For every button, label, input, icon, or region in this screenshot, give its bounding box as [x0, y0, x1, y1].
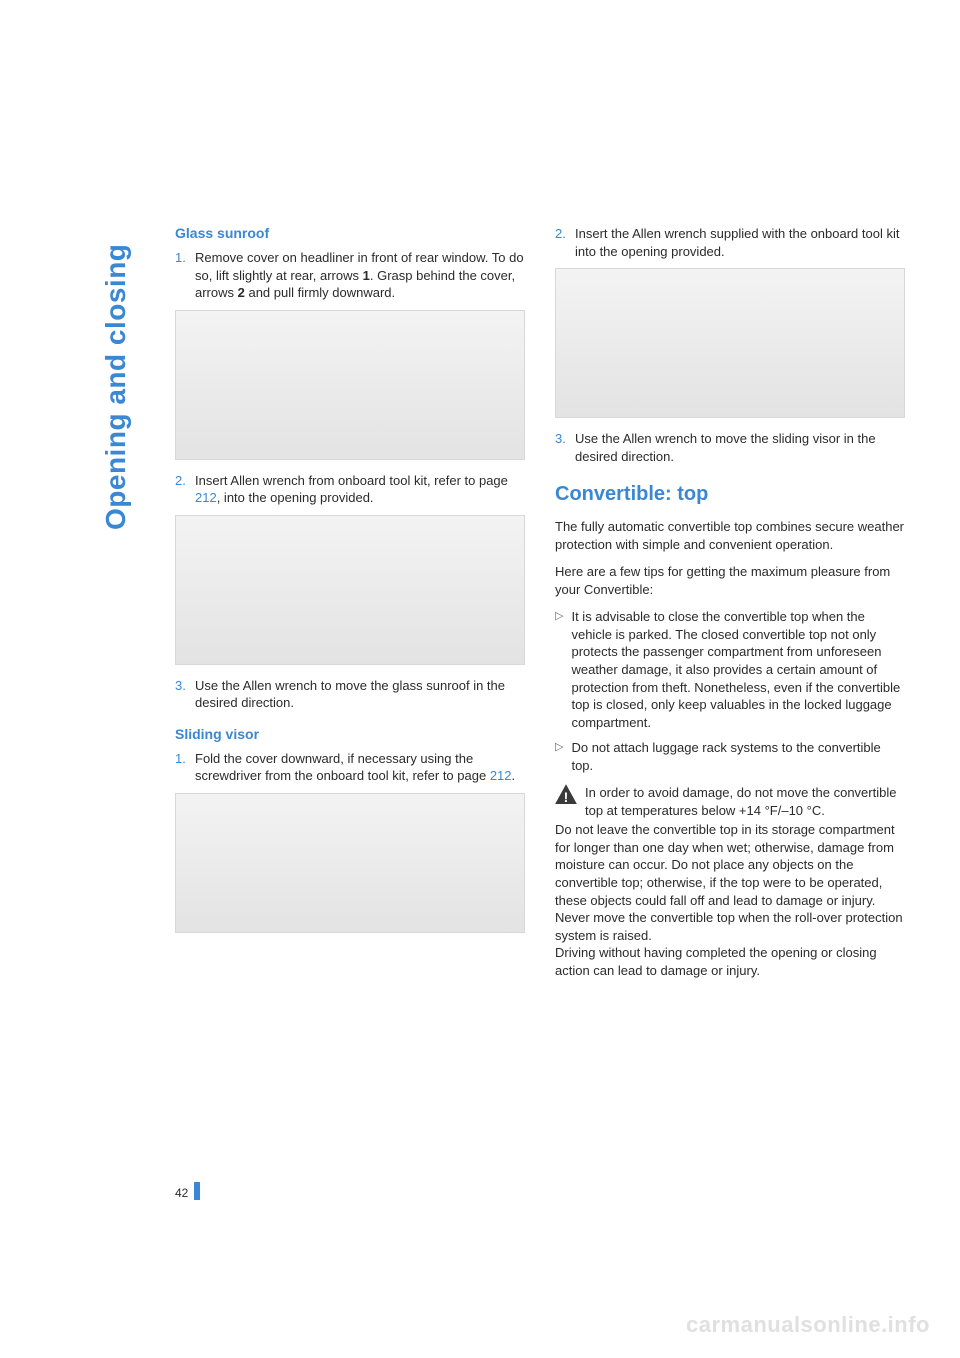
page-link[interactable]: 212: [490, 768, 512, 783]
manual-page: Opening and closing Glass sunroof 1. Rem…: [0, 0, 960, 1358]
tips-list: ▷ It is advisable to close the convertib…: [555, 608, 905, 774]
warning-icon: [555, 784, 577, 804]
text-fragment: .: [512, 768, 516, 783]
list-item: 2. Insert the Allen wrench supplied with…: [555, 225, 905, 260]
triangle-bullet-icon: ▷: [555, 608, 563, 731]
watermark: carmanualsonline.info: [686, 1312, 930, 1338]
list-item: ▷ It is advisable to close the convertib…: [555, 608, 905, 731]
page-number: 42: [175, 1186, 188, 1200]
list-item: ▷ Do not attach luggage rack systems to …: [555, 739, 905, 774]
step-text: Insert Allen wrench from onboard tool ki…: [195, 472, 525, 507]
list-item: 2. Insert Allen wrench from onboard tool…: [175, 472, 525, 507]
sliding-visor-steps-end: 3. Use the Allen wrench to move the slid…: [555, 430, 905, 465]
section-title-vertical: Opening and closing: [100, 244, 132, 530]
figure-overhead-console: [175, 793, 525, 933]
paragraph: Here are a few tips for getting the maxi…: [555, 563, 905, 598]
step-text: Use the Allen wrench to move the sliding…: [575, 430, 905, 465]
page-link[interactable]: 212: [195, 490, 217, 505]
figure-headliner-cover: [175, 310, 525, 460]
text-fragment: Fold the cover downward, if necessary us…: [195, 751, 490, 784]
figure-allen-wrench-visor: [555, 268, 905, 418]
list-item: 3. Use the Allen wrench to move the glas…: [175, 677, 525, 712]
warning-lead: In order to avoid damage, do not move th…: [585, 784, 905, 819]
step-text: Remove cover on headliner in front of re…: [195, 249, 525, 302]
step-number: 1.: [175, 750, 189, 785]
list-item: 1. Remove cover on headliner in front of…: [175, 249, 525, 302]
step-text: Fold the cover downward, if necessary us…: [195, 750, 525, 785]
text-bold: 1: [363, 268, 370, 283]
step-number: 3.: [175, 677, 189, 712]
paragraph: The fully automatic convertible top comb…: [555, 518, 905, 553]
list-item: 1. Fold the cover downward, if necessary…: [175, 750, 525, 785]
content-area: Glass sunroof 1. Remove cover on headlin…: [175, 225, 905, 989]
page-number-block: 42: [175, 1182, 200, 1200]
heading-sliding-visor: Sliding visor: [175, 726, 525, 742]
glass-sunroof-steps-cont: 2. Insert Allen wrench from onboard tool…: [175, 472, 525, 507]
figure-allen-wrench-opening: [175, 515, 525, 665]
triangle-bullet-icon: ▷: [555, 739, 563, 774]
right-column: 2. Insert the Allen wrench supplied with…: [555, 225, 905, 989]
page-number-bar: [194, 1182, 200, 1200]
sliding-visor-steps-cont: 2. Insert the Allen wrench supplied with…: [555, 225, 905, 260]
warning-body: Do not leave the convertible top in its …: [555, 821, 905, 979]
text-fragment: and pull firmly downward.: [245, 285, 395, 300]
warning-block: In order to avoid damage, do not move th…: [555, 784, 905, 819]
step-number: 2.: [555, 225, 569, 260]
text-fragment: , into the opening provided.: [217, 490, 374, 505]
step-number: 2.: [175, 472, 189, 507]
step-number: 1.: [175, 249, 189, 302]
text-bold: 2: [238, 285, 245, 300]
glass-sunroof-steps: 1. Remove cover on headliner in front of…: [175, 249, 525, 302]
step-number: 3.: [555, 430, 569, 465]
heading-glass-sunroof: Glass sunroof: [175, 225, 525, 241]
heading-convertible-top: Convertible: top: [555, 483, 905, 506]
step-text: Insert the Allen wrench supplied with th…: [575, 225, 905, 260]
glass-sunroof-steps-end: 3. Use the Allen wrench to move the glas…: [175, 677, 525, 712]
sliding-visor-steps: 1. Fold the cover downward, if necessary…: [175, 750, 525, 785]
text-fragment: Insert Allen wrench from onboard tool ki…: [195, 473, 508, 488]
list-item: 3. Use the Allen wrench to move the slid…: [555, 430, 905, 465]
bullet-text: It is advisable to close the convertible…: [571, 608, 905, 731]
step-text: Use the Allen wrench to move the glass s…: [195, 677, 525, 712]
left-column: Glass sunroof 1. Remove cover on headlin…: [175, 225, 525, 989]
bullet-text: Do not attach luggage rack systems to th…: [571, 739, 905, 774]
